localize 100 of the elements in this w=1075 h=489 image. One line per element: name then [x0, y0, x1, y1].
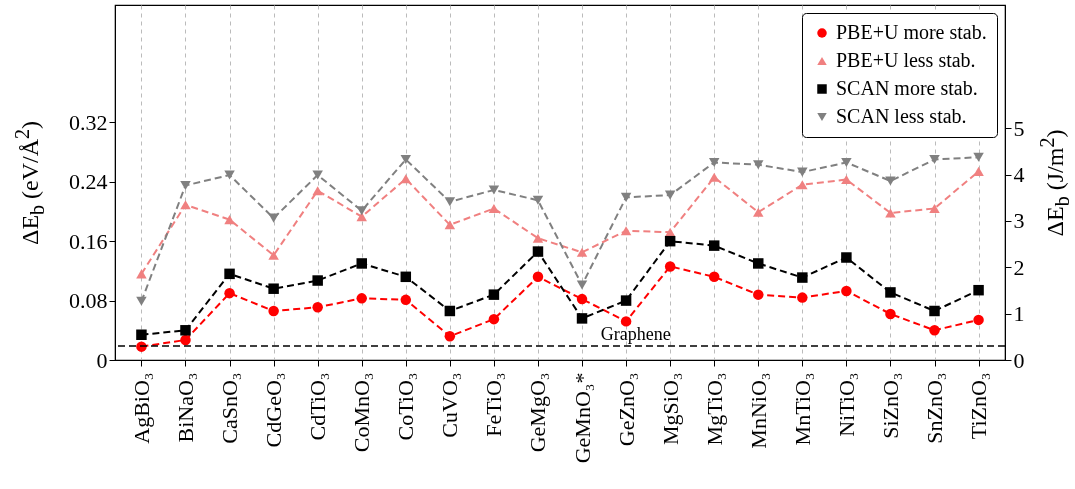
point — [224, 215, 235, 225]
point — [753, 207, 764, 217]
point — [929, 203, 940, 214]
point — [224, 287, 235, 299]
y-tick-label: 0.32 — [69, 109, 108, 135]
point — [312, 186, 323, 196]
legend-label: SCAN less stab. — [836, 105, 967, 127]
point — [488, 313, 500, 325]
y2-tick-label: 3 — [1013, 208, 1025, 234]
point — [312, 275, 323, 286]
point — [885, 208, 896, 218]
x-tick-label: CoTiO₃ — [393, 372, 419, 441]
point — [841, 252, 852, 263]
point — [753, 289, 764, 300]
point — [929, 154, 940, 165]
x-tick-label: MnNiO₃ — [745, 372, 771, 449]
x-tick-label: MgSiO₃ — [657, 372, 683, 445]
point — [488, 185, 500, 195]
point — [488, 203, 500, 214]
x-tick-label: BiNaO₃ — [173, 372, 198, 443]
y-tick-label: 0.24 — [69, 169, 108, 195]
y2-tick-label: 5 — [1013, 115, 1025, 141]
x-tick-label: NiTiO₃ — [833, 372, 859, 437]
point — [532, 246, 544, 257]
x-tick-label: MgTiO₃ — [701, 372, 727, 446]
point — [929, 305, 940, 317]
point — [312, 302, 323, 313]
legend-label: PBE+U less stab. — [836, 49, 976, 71]
y-tick-label: 0.16 — [69, 228, 108, 254]
point — [136, 329, 147, 340]
y2-tick-label: 1 — [1013, 301, 1025, 327]
point — [180, 200, 191, 210]
x-tick-label: TiZnO₃ — [966, 372, 992, 440]
point — [753, 160, 764, 170]
point — [797, 292, 808, 303]
point — [664, 190, 676, 200]
ref-line-label: Graphene — [600, 323, 671, 344]
point — [444, 305, 456, 317]
point — [885, 308, 896, 320]
point — [576, 280, 588, 290]
point — [841, 157, 852, 167]
point — [973, 314, 984, 326]
point — [488, 289, 500, 300]
point — [356, 206, 367, 216]
x-tick-label: CoMnO₃ — [349, 372, 375, 453]
point — [180, 334, 191, 346]
point — [576, 293, 588, 305]
point — [400, 294, 412, 306]
point — [180, 325, 191, 336]
point — [444, 220, 456, 230]
point — [973, 166, 984, 176]
point — [444, 197, 456, 207]
point — [708, 240, 720, 251]
x-tick-label: CaSnO₃ — [217, 372, 243, 444]
point — [708, 172, 720, 182]
point — [532, 195, 544, 205]
x-tick-label: SiZnO₃ — [877, 372, 903, 439]
point — [620, 226, 632, 236]
point — [929, 325, 940, 336]
point — [620, 295, 632, 306]
y2-tick-label: 2 — [1013, 254, 1025, 280]
x-tick-label: GeMgO₃ — [525, 372, 551, 453]
x-tick-label: AgBiO₃ — [128, 372, 154, 444]
y-tick-label: 0.08 — [69, 288, 108, 314]
point — [180, 180, 191, 191]
y2-tick-label: 0 — [1013, 347, 1025, 373]
point — [973, 284, 984, 296]
x-tick-label: GeZnO₃ — [613, 372, 639, 447]
point — [797, 180, 808, 190]
point — [841, 174, 852, 185]
point — [400, 154, 412, 165]
point — [841, 285, 852, 297]
point — [576, 247, 588, 257]
legend-label: SCAN more stab. — [836, 77, 978, 99]
y2-tick-label: 4 — [1013, 162, 1025, 188]
point — [356, 293, 367, 304]
point — [444, 331, 456, 342]
point — [400, 271, 412, 283]
point — [620, 192, 632, 202]
x-tick-label: CdGeO₃ — [261, 372, 287, 448]
point — [664, 235, 676, 247]
point — [136, 269, 147, 279]
point — [268, 283, 279, 294]
point — [356, 258, 367, 269]
point — [532, 271, 544, 283]
x-tick-label: GeMnO₃* — [569, 372, 595, 464]
point — [532, 233, 544, 243]
point — [885, 287, 896, 298]
point — [797, 272, 808, 283]
point — [400, 174, 412, 184]
point — [268, 250, 279, 260]
point — [224, 268, 235, 280]
point — [620, 316, 632, 327]
point — [356, 212, 367, 222]
x-tick-label: CuVO₃ — [437, 372, 463, 438]
legend-label: PBE+U more stab. — [836, 21, 987, 43]
point — [576, 313, 588, 324]
point — [708, 157, 720, 167]
x-tick-label: MnTiO₃ — [789, 372, 815, 446]
y-tick-label: 0 — [96, 347, 108, 373]
